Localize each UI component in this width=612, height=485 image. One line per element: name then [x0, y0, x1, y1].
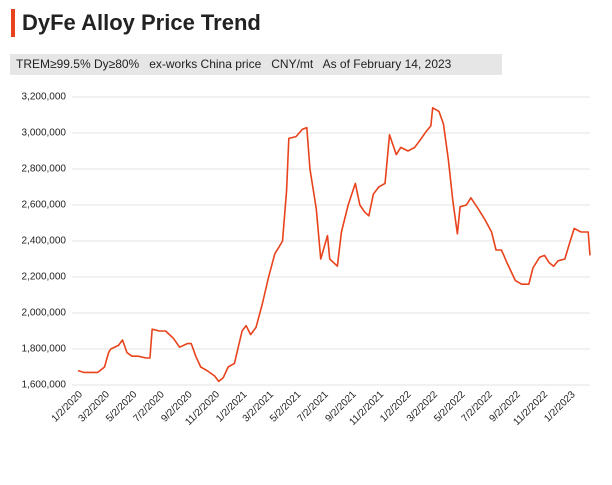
chart-subtitle: TREM≥99.5% Dy≥80% ex-works China price C… [16, 57, 452, 71]
y-tick-label: 2,600,000 [22, 200, 67, 211]
y-tick-label: 3,000,000 [22, 128, 67, 139]
y-tick-label: 1,800,000 [22, 344, 67, 355]
y-tick-label: 2,000,000 [22, 308, 67, 319]
chart-title: DyFe Alloy Price Trend [22, 10, 261, 35]
title-accent [11, 9, 15, 37]
price-line [77, 107, 591, 383]
x-tick-label: 1/2/2023 [542, 389, 578, 425]
y-tick-label: 1,600,000 [22, 380, 67, 391]
y-tick-label: 3,200,000 [22, 92, 67, 103]
y-tick-label: 2,400,000 [22, 236, 67, 247]
y-tick-label: 2,200,000 [22, 272, 67, 283]
subtitle-band [10, 54, 502, 75]
y-tick-label: 2,800,000 [22, 164, 67, 175]
